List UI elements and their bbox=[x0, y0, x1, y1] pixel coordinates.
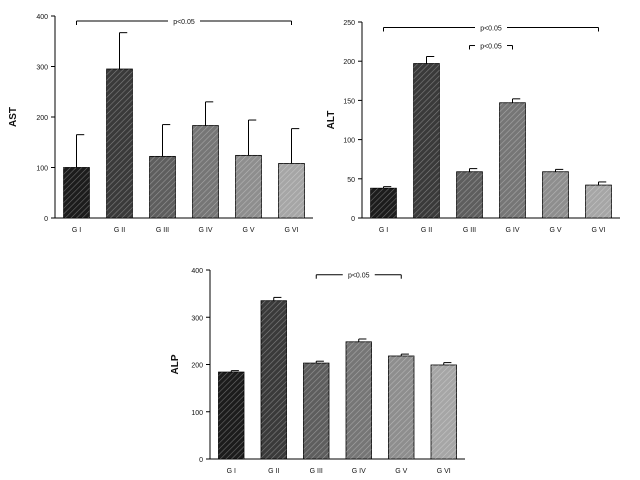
y-tick-label: 100 bbox=[343, 138, 355, 145]
x-tick-label: G V bbox=[395, 468, 407, 475]
bar-hatch bbox=[542, 171, 569, 218]
y-tick-label: 0 bbox=[199, 457, 203, 464]
x-tick-label: G I bbox=[227, 468, 236, 475]
significance-label: p<0.05 bbox=[480, 44, 502, 51]
bar-hatch bbox=[303, 363, 329, 459]
y-axis-label: ALT bbox=[326, 111, 337, 130]
bar-hatch bbox=[218, 372, 244, 459]
significance-label: p<0.05 bbox=[348, 273, 370, 280]
x-tick-label: G VI bbox=[284, 227, 298, 234]
y-tick-label: 0 bbox=[351, 216, 355, 223]
bar-hatch bbox=[585, 185, 612, 218]
chart-alp: 0 100 200 300 400 ALP G I G II G III G IV G V G VI p… bbox=[170, 268, 465, 475]
significance-label: p<0.05 bbox=[173, 19, 195, 26]
bar-hatch bbox=[235, 155, 262, 218]
x-tick-label: G I bbox=[379, 227, 388, 234]
y-tick-label: 50 bbox=[347, 177, 355, 184]
bar-hatch bbox=[413, 63, 440, 218]
bar-hatch bbox=[278, 163, 305, 218]
bar-hatch bbox=[192, 125, 219, 218]
bar-hatch bbox=[149, 156, 176, 218]
x-tick-label: G VI bbox=[437, 468, 451, 475]
x-tick-label: G II bbox=[114, 227, 125, 234]
y-tick-label: 300 bbox=[36, 65, 48, 72]
y-tick-label: 300 bbox=[191, 315, 203, 322]
y-axis-label: ALP bbox=[170, 354, 181, 374]
x-tick-label: G IV bbox=[352, 468, 366, 475]
x-tick-label: G IV bbox=[505, 227, 519, 234]
y-tick-label: 150 bbox=[343, 98, 355, 105]
y-tick-label: 200 bbox=[343, 59, 355, 66]
chart-alt: 0 50 100 150 200 250 ALT G I G II G III G IV G V G V… bbox=[326, 20, 620, 234]
bar-hatch bbox=[261, 300, 287, 459]
y-tick-label: 0 bbox=[44, 216, 48, 223]
significance-label: p<0.05 bbox=[480, 25, 502, 32]
x-tick-label: G V bbox=[549, 227, 561, 234]
x-tick-label: G V bbox=[242, 227, 254, 234]
y-tick-label: 400 bbox=[191, 268, 203, 275]
x-tick-label: G III bbox=[156, 227, 169, 234]
bar-hatch bbox=[431, 364, 457, 459]
x-tick-label: G I bbox=[72, 227, 81, 234]
bar-hatch bbox=[346, 341, 372, 459]
y-tick-label: 250 bbox=[343, 20, 355, 27]
bar-hatch bbox=[370, 188, 397, 218]
y-tick-label: 100 bbox=[36, 166, 48, 173]
x-tick-label: G III bbox=[310, 468, 323, 475]
bar-hatch bbox=[106, 69, 133, 219]
y-tick-label: 200 bbox=[36, 115, 48, 122]
bar-hatch bbox=[63, 167, 90, 218]
x-tick-label: G II bbox=[421, 227, 432, 234]
chart-ast: 0 100 200 300 400 AST G I G II G III G IV G V G VI p… bbox=[8, 14, 313, 234]
x-tick-label: G II bbox=[268, 468, 279, 475]
y-tick-label: 100 bbox=[191, 410, 203, 417]
bar-hatch bbox=[499, 102, 526, 218]
y-tick-label: 400 bbox=[36, 14, 48, 21]
y-axis-label: AST bbox=[8, 107, 19, 127]
bar-hatch bbox=[456, 171, 483, 218]
x-tick-label: G IV bbox=[198, 227, 212, 234]
y-tick-label: 200 bbox=[191, 363, 203, 370]
x-tick-label: G III bbox=[463, 227, 476, 234]
x-tick-label: G VI bbox=[591, 227, 605, 234]
bar-hatch bbox=[388, 355, 414, 459]
